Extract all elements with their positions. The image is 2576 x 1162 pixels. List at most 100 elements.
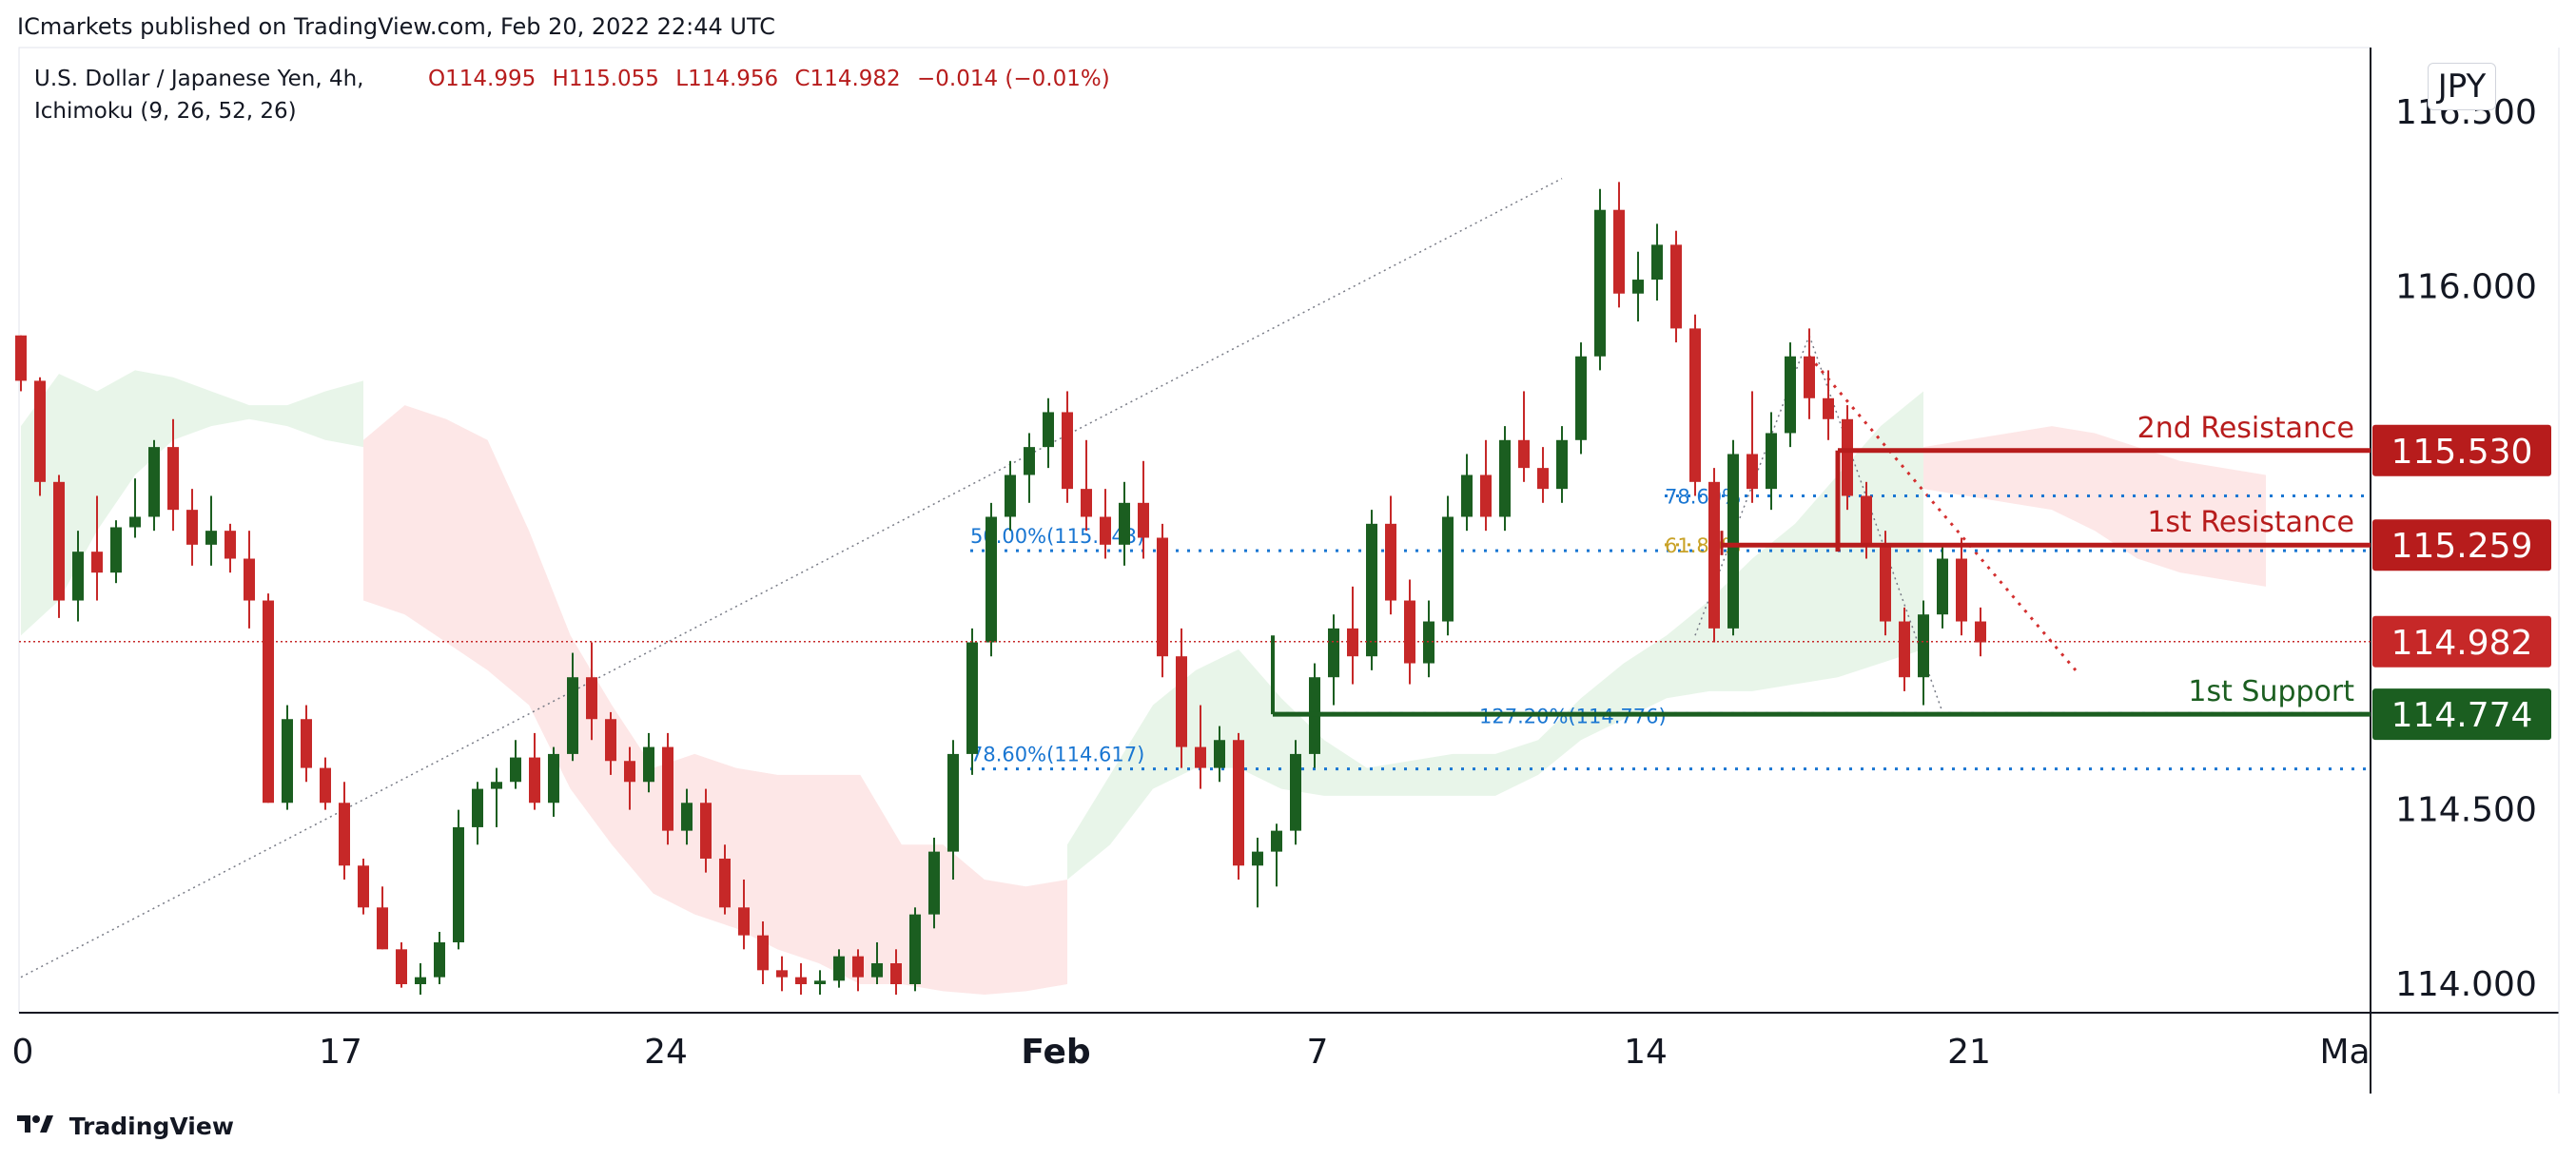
candle[interactable] — [53, 474, 65, 618]
candle[interactable] — [34, 377, 46, 496]
candle[interactable] — [167, 418, 179, 532]
candle[interactable] — [129, 478, 141, 538]
candle[interactable] — [1005, 460, 1016, 532]
candle[interactable] — [1975, 607, 1986, 657]
candle[interactable] — [1233, 732, 1244, 880]
candle[interactable] — [472, 782, 483, 845]
candle[interactable] — [1670, 230, 1682, 343]
candle[interactable] — [1138, 460, 1149, 559]
candle[interactable] — [339, 782, 350, 880]
candle[interactable] — [1271, 823, 1282, 887]
candle[interactable] — [1195, 705, 1206, 789]
candle[interactable] — [377, 886, 388, 950]
candle[interactable] — [1766, 412, 1777, 511]
candle[interactable] — [986, 502, 997, 657]
candle[interactable] — [224, 523, 236, 573]
candle[interactable] — [643, 732, 654, 793]
candle[interactable] — [1480, 439, 1492, 532]
candle[interactable] — [852, 949, 864, 992]
candle[interactable] — [110, 520, 122, 584]
candle[interactable] — [1442, 495, 1454, 636]
candle[interactable] — [1575, 342, 1587, 455]
candle[interactable] — [662, 732, 673, 845]
candle[interactable] — [282, 705, 293, 810]
candle[interactable] — [453, 809, 464, 950]
candle[interactable] — [814, 970, 826, 996]
candle[interactable] — [263, 593, 274, 804]
candle[interactable] — [1404, 579, 1415, 685]
candle[interactable] — [1461, 454, 1473, 532]
candle[interactable] — [833, 949, 845, 988]
candle[interactable] — [719, 844, 731, 915]
candle[interactable] — [244, 531, 255, 629]
candle[interactable] — [1176, 628, 1187, 768]
candle[interactable] — [1613, 182, 1625, 308]
candle[interactable] — [1024, 433, 1035, 503]
candle[interactable] — [529, 732, 540, 810]
candle[interactable] — [205, 495, 217, 566]
candle[interactable] — [871, 941, 883, 984]
candle[interactable] — [1689, 314, 1701, 496]
candle[interactable] — [909, 907, 921, 992]
candle[interactable] — [624, 746, 635, 810]
candle[interactable] — [1214, 726, 1225, 783]
candle[interactable] — [1537, 447, 1549, 503]
candle[interactable] — [1328, 614, 1339, 706]
candle[interactable] — [301, 705, 312, 783]
candle[interactable] — [795, 962, 807, 996]
candle[interactable] — [491, 767, 502, 827]
candle[interactable] — [1785, 342, 1796, 448]
candle[interactable] — [1937, 544, 1948, 629]
symbol-label[interactable]: U.S. Dollar / Japanese Yen, 4h, — [34, 67, 364, 91]
candle[interactable] — [1594, 188, 1606, 371]
candle[interactable] — [1081, 439, 1092, 532]
candle[interactable] — [1385, 495, 1396, 615]
candle[interactable] — [738, 879, 750, 950]
candle[interactable] — [1899, 607, 1910, 691]
candle[interactable] — [776, 956, 788, 992]
candle[interactable] — [1804, 328, 1815, 419]
candle[interactable] — [1651, 223, 1663, 301]
candle[interactable] — [91, 495, 103, 601]
candle[interactable] — [1823, 370, 1834, 440]
candle[interactable] — [1499, 426, 1511, 532]
candle[interactable] — [1747, 391, 1758, 503]
candle[interactable] — [1918, 600, 1929, 706]
candle[interactable] — [1956, 537, 1967, 636]
candle[interactable] — [396, 941, 407, 988]
candle[interactable] — [567, 652, 578, 762]
candle[interactable] — [1062, 391, 1073, 503]
candle[interactable] — [1423, 600, 1434, 678]
candle[interactable] — [586, 642, 597, 741]
candle[interactable] — [1043, 397, 1054, 469]
candle[interactable] — [1157, 523, 1168, 678]
candle[interactable] — [1100, 489, 1111, 559]
candle[interactable] — [1632, 251, 1644, 322]
candle[interactable] — [1290, 740, 1301, 845]
candle[interactable] — [15, 335, 27, 392]
candle[interactable] — [510, 740, 521, 789]
candle[interactable] — [320, 757, 331, 810]
candle[interactable] — [681, 788, 693, 845]
candle[interactable] — [1842, 405, 1853, 511]
currency-button[interactable]: JPY — [2428, 63, 2496, 110]
candle[interactable] — [947, 740, 959, 880]
candle[interactable] — [1518, 391, 1530, 482]
candle[interactable] — [186, 489, 198, 566]
candle[interactable] — [1708, 468, 1720, 643]
candle[interactable] — [548, 746, 559, 817]
candle[interactable] — [1880, 531, 1891, 636]
candle[interactable] — [890, 949, 902, 996]
candle[interactable] — [700, 788, 712, 873]
candle[interactable] — [72, 531, 84, 622]
candle[interactable] — [605, 711, 616, 775]
candle[interactable] — [928, 837, 940, 929]
candle[interactable] — [1347, 586, 1358, 685]
candle[interactable] — [757, 920, 769, 984]
indicator-label[interactable]: Ichimoku (9, 26, 52, 26) — [34, 99, 297, 124]
candle[interactable] — [148, 439, 160, 532]
candle[interactable] — [1727, 439, 1739, 636]
tradingview-footer[interactable]: TradingView — [17, 1113, 234, 1140]
candle[interactable] — [358, 858, 369, 915]
